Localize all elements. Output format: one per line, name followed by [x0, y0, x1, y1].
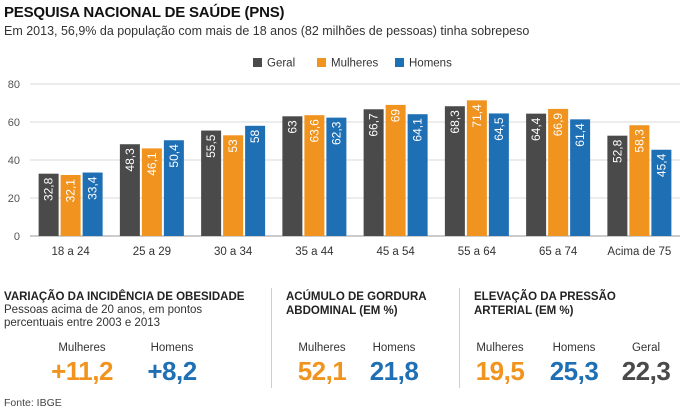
bar [363, 109, 384, 236]
pressure-general-value: 22,3 [621, 356, 671, 386]
bar [607, 135, 628, 236]
bar-value-label: 45,4 [654, 153, 668, 177]
bar-value-label: 68,3 [448, 110, 462, 134]
y-tick-label: 40 [8, 155, 20, 167]
bar [60, 175, 81, 236]
legend-label: Mulheres [331, 58, 379, 70]
bar-value-label: 61,4 [573, 123, 587, 147]
bar [526, 113, 547, 236]
bar-chart: 0 20 40 60 80 Geral Mulheres Homens 32,8 32,1 33,4… [8, 58, 680, 258]
bar-value-label: 71,4 [470, 104, 484, 128]
bar [629, 125, 650, 236]
obesity-men-value: +8,2 [147, 356, 197, 386]
bar [466, 100, 487, 236]
bar [223, 135, 244, 236]
bar [282, 116, 303, 236]
y-tick-label: 60 [8, 117, 20, 129]
abdominal-men-value: 21,8 [369, 356, 419, 386]
pressure-title-line1: ELEVAÇÃO DA PRESSÃO [474, 291, 616, 303]
bar [548, 108, 569, 236]
section-divider [459, 288, 460, 388]
obesity-title: VARIAÇÃO DA INCIDÊNCIA DE OBESIDADE [4, 291, 245, 303]
obesity-women-value: +11,2 [51, 356, 113, 386]
page-subtitle: Em 2013, 56,9% da população com mais de … [4, 24, 530, 38]
abdominal-women-value: 52,1 [297, 356, 347, 386]
bar-value-label: 58,3 [632, 129, 646, 153]
bar-value-label: 64,4 [529, 117, 543, 141]
bar [245, 125, 266, 236]
bar [82, 172, 103, 236]
bar [326, 117, 347, 236]
bar-value-label: 52,8 [610, 139, 624, 163]
bar-value-label: 55,5 [204, 134, 218, 158]
bar-value-label: 53 [226, 139, 240, 153]
bar [651, 149, 672, 236]
abdominal-title-line1: ACÚMULO DE GORDURA [286, 291, 427, 303]
pressure-women-value: 19,5 [475, 356, 525, 386]
bar-value-label: 46,1 [145, 152, 159, 176]
y-tick-label: 80 [8, 79, 20, 91]
bar [304, 115, 325, 236]
x-tick-label: 30 a 34 [214, 246, 253, 258]
legend-label: Homens [409, 58, 452, 70]
bar [385, 104, 406, 237]
bar-value-label: 33,4 [86, 176, 100, 200]
legend-swatch [253, 58, 262, 67]
bar-value-label: 58 [248, 129, 262, 143]
bar [488, 113, 509, 236]
abdominal-men-label: Homens [372, 342, 416, 354]
x-tick-label: 55 a 64 [458, 246, 497, 258]
bar-value-label: 64,1 [411, 118, 425, 142]
bar-value-label: 63,6 [307, 119, 321, 143]
section-divider [271, 288, 272, 388]
obesity-desc-line1: Pessoas acima de 20 anos, em pontos [4, 304, 203, 316]
pressure-men-value: 25,3 [549, 356, 599, 386]
bar-value-label: 48,3 [123, 148, 137, 172]
obesity-women-label: Mulheres [58, 342, 106, 354]
pressure-general-label: Geral [631, 342, 661, 354]
bar [407, 114, 428, 236]
bar-value-label: 62,3 [329, 121, 343, 145]
bar [201, 130, 222, 236]
bar-value-label: 66,7 [367, 113, 381, 137]
bar-value-label: 32,1 [64, 179, 78, 203]
bar-value-label: 50,4 [167, 144, 181, 168]
legend-label: Geral [267, 58, 295, 70]
obesity-desc-line2: percentuais entre 2003 e 2013 [4, 317, 161, 329]
page-title: PESQUISA NACIONAL DE SAÚDE (PNS) [4, 4, 285, 21]
x-tick-label: 65 a 74 [539, 246, 578, 258]
y-tick-label: 20 [8, 193, 20, 205]
bar-value-label: 64,5 [492, 117, 506, 141]
bar [444, 106, 465, 236]
source-note: Fonte: IBGE [4, 397, 62, 409]
bar-value-label: 66,9 [551, 113, 565, 137]
bar-value-label: 32,8 [42, 177, 56, 201]
bar [119, 144, 140, 236]
x-tick-label: Acima de 75 [607, 246, 671, 258]
abdominal-title-line2: ABDOMINAL (EM %) [286, 305, 398, 317]
pressure-title-line2: ARTERIAL (EM %) [474, 305, 574, 317]
bar-value-label: 63 [285, 120, 299, 134]
bar [141, 148, 162, 236]
obesity-men-label: Homens [150, 342, 194, 354]
y-tick-label: 0 [14, 231, 20, 243]
x-tick-label: 45 a 54 [376, 246, 415, 258]
legend-swatch [395, 58, 404, 67]
bar [570, 119, 591, 236]
bar [38, 173, 59, 236]
legend-swatch [317, 58, 326, 67]
x-tick-label: 35 a 44 [295, 246, 334, 258]
pressure-women-label: Mulheres [476, 342, 524, 354]
abdominal-women-label: Mulheres [298, 342, 346, 354]
bar-value-label: 69 [389, 109, 403, 123]
x-tick-label: 25 a 29 [133, 246, 171, 258]
x-tick-label: 18 a 24 [51, 246, 90, 258]
pressure-men-label: Homens [552, 342, 596, 354]
bar [163, 140, 184, 236]
